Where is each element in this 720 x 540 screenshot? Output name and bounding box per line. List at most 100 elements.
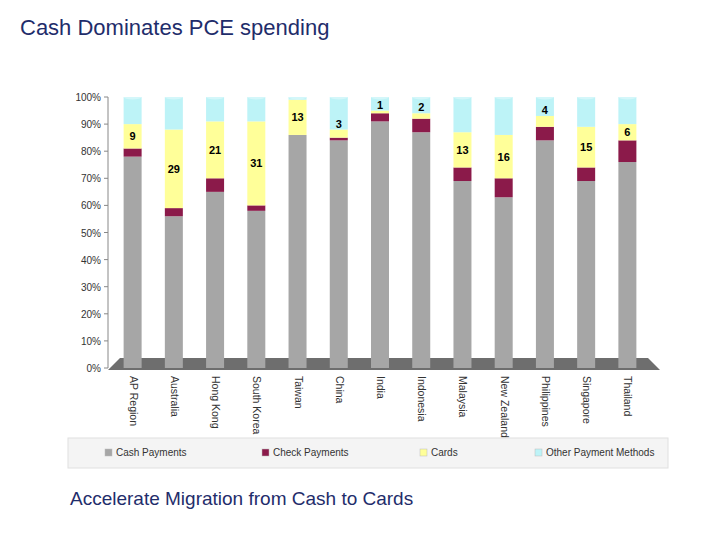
bar-segment [289,100,307,135]
bar-cap [577,97,595,100]
bar-cap [536,97,554,100]
bar-segment [618,162,636,368]
y-tick-label: 10% [81,336,101,347]
legend-swatch [535,449,542,456]
bar-segment [165,208,183,216]
legend [68,438,668,468]
y-tick-label: 70% [81,173,101,184]
bar-segment [247,97,265,121]
bar-segment [495,135,513,178]
bar-cap [495,97,513,100]
y-tick-label: 90% [81,119,101,130]
y-tick-label: 0% [87,363,102,374]
bar-segment [536,97,554,116]
y-tick-label: 40% [81,255,101,266]
x-tick-label: Australia [169,376,181,417]
bar-segment [371,111,389,114]
bar-cap [206,97,224,100]
bars [124,97,637,368]
x-tick-label: India [375,376,387,399]
bar-segment [577,181,595,368]
bar-segment [618,140,636,162]
y-tick [104,151,108,152]
bar-segment [412,113,430,118]
bar-segment [412,119,430,133]
bar-cap [330,97,348,100]
data-labels: 92921311331213164156 [130,99,631,175]
bar-segment [124,148,142,156]
bar-segment [536,127,554,141]
bar-segment [453,181,471,368]
x-tick-label: China [334,376,346,404]
legend-label: Cards [431,447,458,458]
bar-segment [495,178,513,197]
bar-cap [618,97,636,100]
bar-cap [124,97,142,100]
data-label: 1 [377,99,383,111]
x-tick-label: Malaysia [457,376,469,418]
legend-swatch [420,449,427,456]
bar-segment [206,192,224,368]
x-tick-label: Philippines [540,376,552,427]
bar-segment [124,124,142,148]
bar-segment [453,132,471,167]
annotation: Accelerate Migration from Cash to Cards [70,488,413,509]
bar-segment [247,121,265,205]
title: Cash Dominates PCE spending [20,15,329,40]
bar-segment [165,130,183,209]
bar-segment [165,216,183,368]
y-tick [104,97,108,98]
bar-segment [577,167,595,181]
data-label: 31 [250,157,262,169]
y-tick-label: 30% [81,282,101,293]
data-label: 13 [456,144,468,156]
legend-swatch [262,449,269,456]
bar-segment [330,140,348,368]
bar-segment [618,97,636,124]
bar-segment [536,116,554,127]
bar-segment [330,130,348,138]
bar-segment [618,124,636,140]
y-tick [104,124,108,125]
bar-segment [330,97,348,130]
legend-label: Cash Payments [116,447,187,458]
bar-segment [371,121,389,368]
data-label: 13 [291,111,303,123]
y-tick [104,205,108,206]
y-tick-label: 60% [81,200,101,211]
bar-segment [124,157,142,368]
data-label: 6 [624,126,630,138]
bar-segment [165,97,183,130]
data-label: 16 [498,151,510,163]
data-label: 29 [168,163,180,175]
y-tick-label: 80% [81,146,101,157]
bar-segment [577,97,595,127]
bar-segment [412,132,430,368]
legend-swatch [105,449,112,456]
bar-segment [453,97,471,132]
bar-segment [206,178,224,192]
bar-segment [536,140,554,368]
data-label: 3 [336,118,342,130]
bar-segment [206,97,224,121]
bar-cap [453,97,471,100]
data-label: 4 [542,104,549,116]
x-tick-label: Taiwan [293,376,305,409]
bar-cap [412,97,430,100]
y-tick [104,178,108,179]
bar-segment [371,113,389,121]
bar-cap [247,97,265,100]
data-label: 15 [580,141,592,153]
y-tick [104,286,108,287]
x-tick-label: Indonesia [416,376,428,422]
x-tick-label: Singapore [581,376,593,424]
y-tick [104,368,108,369]
y-tick [104,313,108,314]
y-tick [104,340,108,341]
x-tick-label: South Korea [251,376,263,435]
y-tick [104,259,108,260]
x-tick-label: AP Region [128,376,140,426]
bar-segment [495,97,513,135]
bar-segment [124,97,142,124]
bar-segment [206,121,224,178]
